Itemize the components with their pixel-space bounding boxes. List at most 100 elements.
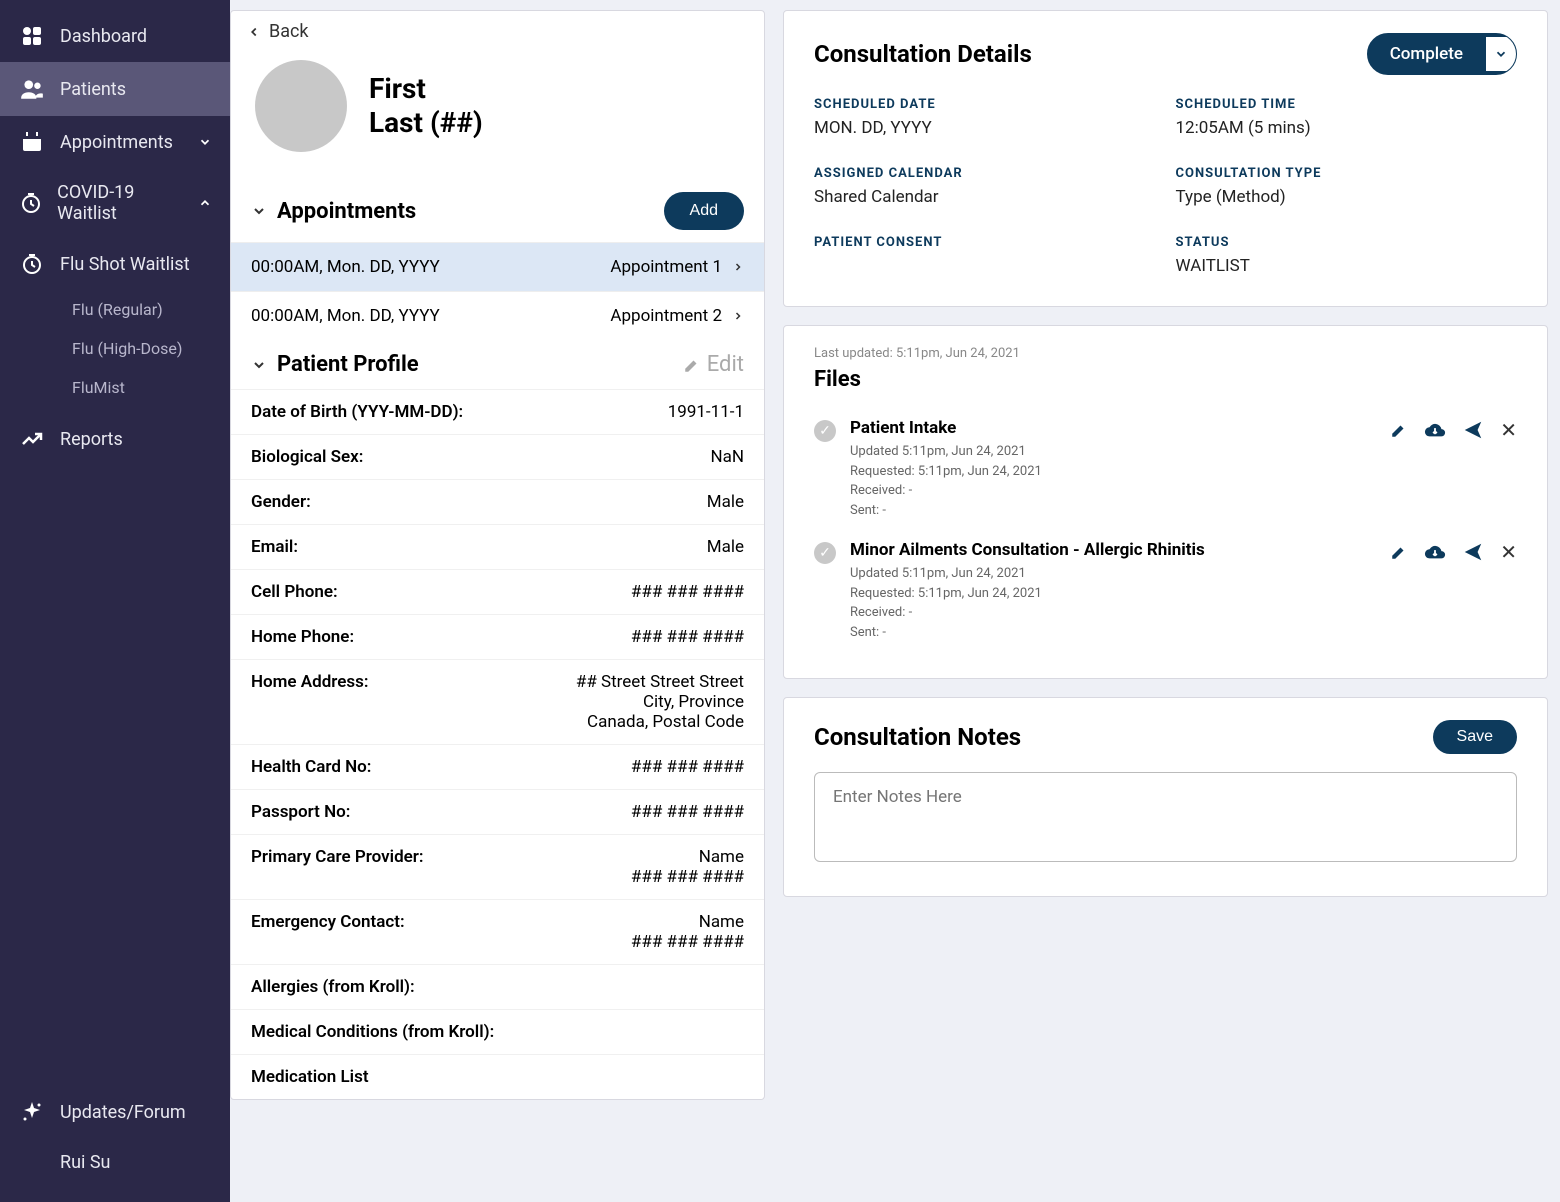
trend-icon xyxy=(18,427,46,451)
sidebar-item-label: Patients xyxy=(60,79,126,100)
chevron-right-icon xyxy=(732,261,744,273)
back-button[interactable]: Back xyxy=(231,11,764,52)
detail-label: CONSULTATION TYPE xyxy=(1176,166,1518,181)
clock-icon xyxy=(18,191,43,215)
sidebar-item-flu-waitlist[interactable]: Flu Shot Waitlist xyxy=(0,238,230,290)
sidebar-item-label: Flu Shot Waitlist xyxy=(60,254,190,275)
complete-label: Complete xyxy=(1368,34,1485,74)
profile-key: Gender: xyxy=(251,492,522,512)
pencil-icon[interactable] xyxy=(1390,543,1408,561)
sidebar-sub-flu-regular[interactable]: Flu (Regular) xyxy=(0,290,230,329)
appointment-row[interactable]: 00:00AM, Mon. DD, YYYY Appointment 2 xyxy=(231,291,764,340)
appointment-label: Appointment 1 xyxy=(610,257,722,277)
close-icon[interactable]: ✕ xyxy=(1500,540,1517,564)
profile-row: Medication List xyxy=(231,1054,764,1099)
profile-value: ### ### #### xyxy=(522,757,744,777)
files-list: ✓ Patient Intake Updated 5:11pm, Jun 24,… xyxy=(814,408,1517,652)
profile-value xyxy=(522,1022,744,1042)
profile-value: Male xyxy=(522,537,744,557)
sidebar-item-label: Reports xyxy=(60,429,123,450)
profile-key: Date of Birth (YYY-MM-DD): xyxy=(251,402,522,422)
profile-value: ### ### #### xyxy=(522,582,744,602)
detail-label: PATIENT CONSENT xyxy=(814,235,1156,250)
detail-value: Type (Method) xyxy=(1176,187,1518,207)
file-row: ✓ Patient Intake Updated 5:11pm, Jun 24,… xyxy=(814,408,1517,530)
files-panel: Last updated: 5:11pm, Jun 24, 2021 Files… xyxy=(783,325,1548,679)
profile-row: Medical Conditions (from Kroll): xyxy=(231,1009,764,1054)
sidebar-item-label: Appointments xyxy=(60,132,173,153)
file-name: Minor Ailments Consultation - Allergic R… xyxy=(850,540,1376,560)
profile-row: Biological Sex: NaN xyxy=(231,434,764,479)
profile-key: Allergies (from Kroll): xyxy=(251,977,522,997)
complete-dropdown-icon[interactable] xyxy=(1485,37,1516,71)
sidebar-sub-flu-highdose[interactable]: Flu (High-Dose) xyxy=(0,329,230,368)
appointments-title: Appointments xyxy=(277,199,416,224)
sidebar-item-covid-waitlist[interactable]: COVID-19 Waitlist xyxy=(0,168,230,238)
detail-field: STATUS WAITLIST xyxy=(1176,235,1518,276)
patient-panel: Back First Last (##) Appointments Add 00… xyxy=(230,10,765,1100)
sidebar-item-appointments[interactable]: Appointments xyxy=(0,116,230,168)
profile-row: Gender: Male xyxy=(231,479,764,524)
profile-key: Cell Phone: xyxy=(251,582,522,602)
pencil-icon[interactable] xyxy=(1390,421,1408,439)
profile-value: Name### ### #### xyxy=(522,912,744,952)
chevron-down-icon[interactable] xyxy=(251,203,267,219)
chevron-down-icon[interactable] xyxy=(251,357,267,373)
file-meta: Updated 5:11pm, Jun 24, 2021Requested: 5… xyxy=(850,564,1376,642)
detail-field: SCHEDULED DATE MON. DD, YYYY xyxy=(814,97,1156,138)
detail-value: WAITLIST xyxy=(1176,256,1518,276)
notes-panel: Consultation Notes Save xyxy=(783,697,1548,897)
detail-label: SCHEDULED TIME xyxy=(1176,97,1518,112)
profile-value: Male xyxy=(522,492,744,512)
edit-label: Edit xyxy=(707,352,744,377)
notes-textarea[interactable] xyxy=(814,772,1517,862)
check-icon: ✓ xyxy=(814,420,836,442)
profile-row: Date of Birth (YYY-MM-DD): 1991-11-1 xyxy=(231,389,764,434)
complete-button[interactable]: Complete xyxy=(1367,33,1517,75)
appointments-list: 00:00AM, Mon. DD, YYYY Appointment 1 00:… xyxy=(231,242,764,340)
calendar-icon xyxy=(18,130,46,154)
sidebar-item-label: Dashboard xyxy=(60,26,147,47)
send-icon[interactable] xyxy=(1462,541,1484,563)
edit-profile-button[interactable]: Edit xyxy=(683,352,744,377)
notes-header: Consultation Notes Save xyxy=(814,720,1517,754)
profile-key: Passport No: xyxy=(251,802,522,822)
add-appointment-button[interactable]: Add xyxy=(664,192,744,230)
dashboard-icon xyxy=(18,24,46,48)
details-header: Consultation Details Complete xyxy=(814,33,1517,75)
sidebar-item-updates[interactable]: Updates/Forum xyxy=(0,1086,230,1138)
profile-value xyxy=(522,977,744,997)
right-column: Consultation Details Complete SCHEDULED … xyxy=(783,10,1548,1192)
cloud-download-icon[interactable] xyxy=(1424,419,1446,441)
profile-key: Biological Sex: xyxy=(251,447,522,467)
sidebar-item-reports[interactable]: Reports xyxy=(0,413,230,465)
detail-field: CONSULTATION TYPE Type (Method) xyxy=(1176,166,1518,207)
sidebar-item-patients[interactable]: Patients xyxy=(0,62,230,116)
profile-key: Primary Care Provider: xyxy=(251,847,522,887)
profile-row: Allergies (from Kroll): xyxy=(231,964,764,1009)
sidebar-item-dashboard[interactable]: Dashboard xyxy=(0,10,230,62)
close-icon[interactable]: ✕ xyxy=(1500,418,1517,442)
appointment-label: Appointment 2 xyxy=(610,306,722,326)
check-icon: ✓ xyxy=(814,542,836,564)
files-title: Files xyxy=(814,367,1517,392)
send-icon[interactable] xyxy=(1462,419,1484,441)
profile-row: Home Phone: ### ### #### xyxy=(231,614,764,659)
profile-value: ### ### #### xyxy=(522,802,744,822)
profile-row: Primary Care Provider: Name### ### #### xyxy=(231,834,764,899)
sidebar-sub-flumist[interactable]: FluMist xyxy=(0,368,230,407)
detail-field: ASSIGNED CALENDAR Shared Calendar xyxy=(814,166,1156,207)
sparkle-icon xyxy=(18,1100,46,1124)
pencil-icon xyxy=(683,356,701,374)
appointment-row[interactable]: 00:00AM, Mon. DD, YYYY Appointment 1 xyxy=(231,242,764,291)
save-notes-button[interactable]: Save xyxy=(1433,720,1517,754)
sidebar-item-user[interactable]: Rui Su xyxy=(0,1138,230,1187)
cloud-download-icon[interactable] xyxy=(1424,541,1446,563)
appointment-time: 00:00AM, Mon. DD, YYYY xyxy=(251,257,440,277)
profile-key: Medical Conditions (from Kroll): xyxy=(251,1022,522,1042)
clock-icon xyxy=(18,252,46,276)
detail-value: 12:05AM (5 mins) xyxy=(1176,118,1518,138)
profile-value: ## Street Street StreetCity, ProvinceCan… xyxy=(522,672,744,732)
detail-label: STATUS xyxy=(1176,235,1518,250)
file-name: Patient Intake xyxy=(850,418,1376,438)
